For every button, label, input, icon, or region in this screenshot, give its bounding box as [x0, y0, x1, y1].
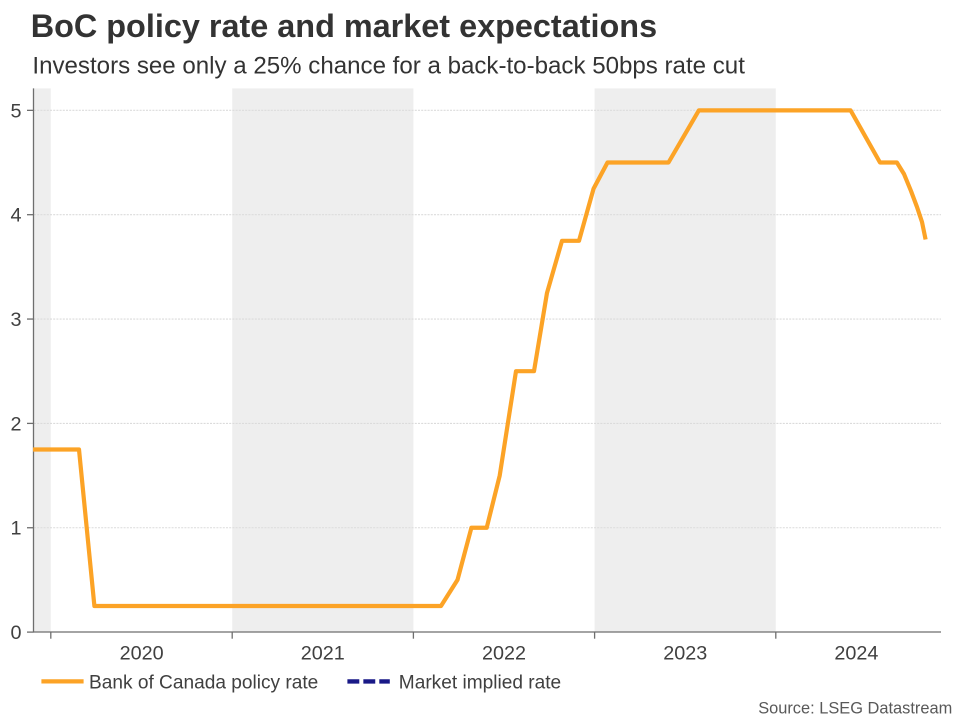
svg-text:2020: 2020 — [120, 643, 164, 665]
svg-text:BoC policy rate and market exp: BoC policy rate and market expectations — [31, 8, 657, 44]
svg-text:Investors see only a 25% chanc: Investors see only a 25% chance for a ba… — [32, 53, 745, 80]
svg-text:3: 3 — [10, 309, 21, 331]
svg-text:2: 2 — [10, 413, 21, 435]
svg-text:Bank of Canada policy rate: Bank of Canada policy rate — [89, 673, 318, 694]
svg-text:2023: 2023 — [663, 643, 707, 665]
svg-text:0: 0 — [10, 622, 21, 644]
svg-text:Market implied rate: Market implied rate — [399, 673, 561, 694]
svg-text:Source: LSEG Datastream: Source: LSEG Datastream — [758, 700, 952, 718]
svg-text:4: 4 — [10, 205, 21, 227]
svg-text:1: 1 — [10, 518, 21, 540]
svg-text:2024: 2024 — [834, 643, 878, 665]
svg-text:2022: 2022 — [482, 643, 526, 665]
svg-text:5: 5 — [10, 100, 21, 122]
svg-text:2021: 2021 — [301, 643, 345, 665]
